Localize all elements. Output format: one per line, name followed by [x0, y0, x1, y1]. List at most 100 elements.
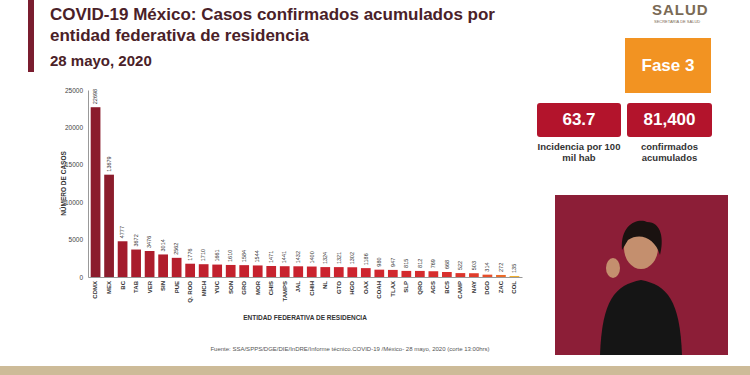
- title: COVID-19 México: Casos confirmados acumu…: [50, 4, 550, 46]
- y-axis-line: [88, 91, 89, 278]
- x-tick-label: COAH: [376, 281, 382, 299]
- y-tick: 15000: [65, 161, 88, 168]
- x-tick: MICH: [201, 281, 207, 296]
- y-tick-label: 15000: [65, 161, 83, 168]
- x-tick-label: BCS: [444, 281, 450, 294]
- data-label: 3476: [146, 236, 152, 248]
- x-tick-label: CDMX: [92, 281, 98, 299]
- bar: [212, 265, 222, 277]
- x-tick-label: JAL: [295, 281, 301, 293]
- interpreter-hand: [606, 258, 620, 278]
- data-label: 1610: [227, 250, 233, 262]
- data-label: 1432: [295, 251, 301, 263]
- x-axis: CDMX MEX BC TAB VER SIN PUE Q. ROO MICH YUC SON GRO…: [89, 278, 523, 303]
- bar: [483, 275, 493, 277]
- y-tick-label: 0: [79, 274, 83, 281]
- y-axis: 0500010000150002000025000: [65, 87, 89, 281]
- x-tick-label: SON: [228, 281, 234, 294]
- bar: [415, 271, 425, 277]
- bar: [199, 264, 209, 277]
- interpreter-image: [555, 195, 728, 355]
- data-label: 135: [511, 264, 517, 273]
- data-label: 1471: [268, 251, 274, 263]
- x-tick: YUC: [214, 280, 220, 293]
- data-label: 314: [484, 262, 490, 271]
- bar: [320, 267, 330, 277]
- x-tick: TAB: [133, 280, 139, 293]
- bottom-band: [0, 366, 750, 375]
- data-label: 812: [417, 259, 423, 268]
- x-tick-label: CHIS: [268, 281, 274, 295]
- interpreter-hair: [622, 221, 662, 255]
- x-tick-label: DGO: [484, 281, 490, 295]
- x-tick-label: HGO: [349, 281, 355, 295]
- y-tick: 20000: [65, 124, 88, 131]
- data-label: 1302: [349, 252, 355, 264]
- x-tick: HGO: [349, 281, 355, 295]
- x-tick: OAX: [363, 281, 369, 294]
- x-tick-label: PUE: [174, 281, 180, 293]
- logo-text: SALUD: [652, 1, 709, 18]
- x-tick: GRO: [241, 281, 247, 295]
- x-tick-label: ZAC: [498, 280, 504, 293]
- x-tick: COL: [511, 281, 517, 294]
- confirmed-label: confirmados acumulados: [627, 141, 712, 163]
- data-label: 272: [498, 263, 504, 272]
- y-tick-label: 10000: [65, 199, 83, 206]
- x-tick: Q. ROO: [187, 281, 193, 303]
- data-label: 980: [376, 257, 382, 266]
- logo-subtext: SECRETARÍA DE SALUD: [654, 19, 700, 24]
- x-tick-label: TAMPS: [282, 281, 288, 302]
- x-tick: CAMP: [457, 281, 463, 299]
- x-tick: NAY: [471, 281, 477, 293]
- x-tick: MOR: [255, 280, 261, 295]
- x-tick: CHIH: [309, 281, 315, 296]
- data-labels: 2269813679477736723476301425621776171016…: [92, 89, 517, 273]
- x-axis-title: ENTIDAD FEDERATIVA DE RESIDENCIA: [243, 314, 367, 321]
- incidence-box: 63.7: [537, 103, 621, 137]
- x-tick: AGS: [430, 281, 436, 294]
- x-tick: PUE: [174, 281, 180, 293]
- x-tick: BC: [120, 280, 126, 289]
- data-label: 1776: [187, 248, 193, 260]
- data-label: 3672: [133, 234, 139, 246]
- data-label: 503: [471, 261, 477, 270]
- x-tick-label: GTO: [336, 281, 342, 294]
- bar: [496, 275, 506, 277]
- bar: [185, 264, 195, 277]
- x-tick: QRO: [417, 281, 423, 295]
- bar: [361, 268, 371, 277]
- x-tick-label: TAB: [133, 280, 139, 293]
- bar: [510, 276, 520, 277]
- x-tick-label: MICH: [201, 281, 207, 296]
- bar: [307, 267, 317, 277]
- bar: [172, 258, 182, 277]
- bar: [266, 266, 276, 277]
- x-tick: MEX: [106, 281, 112, 294]
- data-label: 22698: [92, 89, 98, 104]
- x-tick-label: VER: [147, 280, 153, 293]
- interpreter-background: [555, 195, 728, 355]
- bar: [226, 265, 236, 277]
- x-tick-label: SIN: [160, 281, 166, 291]
- x-tick-label: MEX: [106, 281, 112, 294]
- interpreter-body: [600, 280, 682, 355]
- x-tick: NL: [322, 281, 328, 289]
- x-tick: SIN: [160, 281, 166, 291]
- data-label: 1661: [214, 249, 220, 261]
- data-label: 4777: [119, 226, 125, 238]
- x-tick: TLAX: [390, 281, 396, 297]
- bar: [388, 270, 398, 277]
- data-label: 1441: [281, 251, 287, 263]
- data-label: 1321: [336, 252, 342, 264]
- bar: [347, 267, 357, 277]
- x-tick-label: TLAX: [390, 281, 396, 297]
- incidence-label: Incidencia por 100 mil hab: [537, 141, 621, 163]
- x-tick-label: SLP: [403, 281, 409, 293]
- bar: [131, 250, 141, 277]
- data-label: 1710: [200, 249, 206, 261]
- data-label: 1324: [322, 252, 328, 264]
- y-tick-label: 20000: [65, 124, 83, 131]
- x-tick-label: QRO: [417, 281, 423, 295]
- x-tick-label: OAX: [363, 281, 369, 294]
